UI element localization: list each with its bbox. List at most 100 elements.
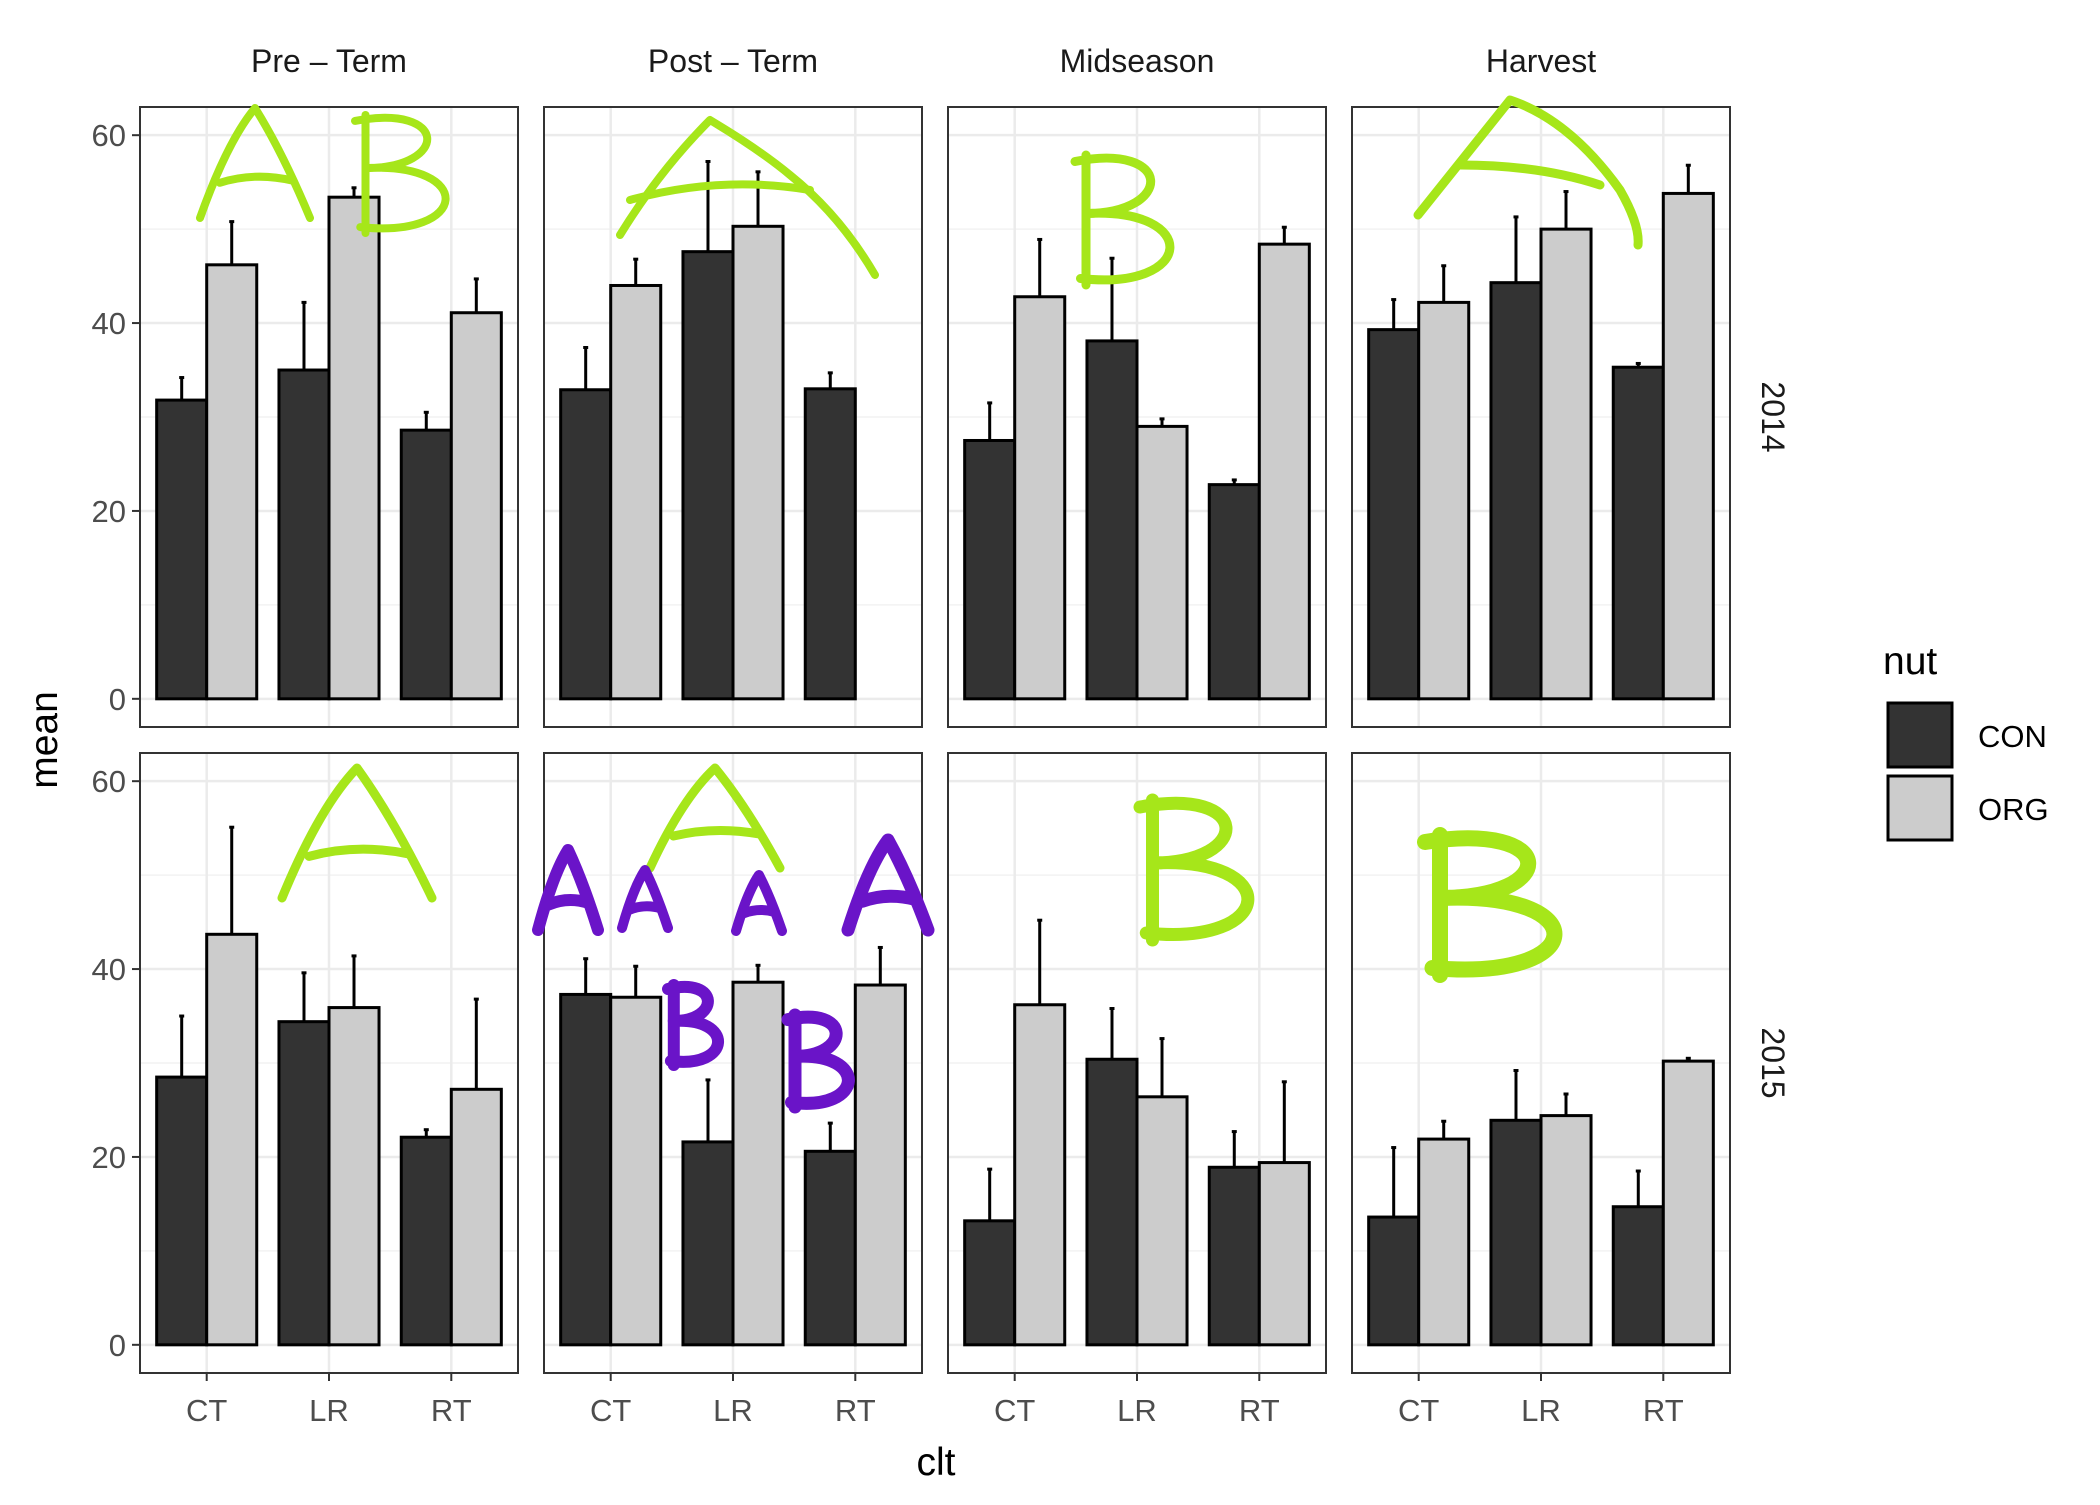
facet-panel: 0 20 40 60 CT LR RT bbox=[92, 752, 519, 1428]
annotation-letter-b bbox=[1417, 830, 1563, 978]
bar-org bbox=[1661, 191, 1715, 701]
legend-label-org: ORG bbox=[1978, 792, 2049, 827]
bar-con bbox=[399, 428, 453, 701]
bar-org bbox=[1417, 300, 1471, 701]
annotation-letter-a bbox=[668, 825, 764, 841]
annotation-letter-a bbox=[739, 905, 780, 919]
bar-con bbox=[155, 1075, 209, 1347]
bar-org bbox=[1257, 1161, 1311, 1347]
bar-con bbox=[681, 250, 735, 701]
bar-org bbox=[449, 1087, 503, 1347]
bar-con bbox=[963, 1219, 1017, 1347]
facet-row-label: 2014 bbox=[1755, 381, 1791, 452]
bar-con bbox=[1489, 281, 1543, 701]
facet-panel: CT LR RT bbox=[1351, 752, 1731, 1428]
panel-border bbox=[947, 106, 1327, 728]
annotation-letter-a bbox=[616, 116, 879, 279]
bar-con bbox=[1489, 1118, 1543, 1347]
annotation-letter-b bbox=[351, 113, 450, 233]
legend-key-con bbox=[1886, 701, 1954, 769]
x-tick-label: LR bbox=[309, 1393, 349, 1428]
annotation-letter-a bbox=[1455, 160, 1605, 190]
x-tick-label: LR bbox=[713, 1393, 753, 1428]
annotation-letter-b bbox=[781, 1010, 855, 1110]
bar-con bbox=[1085, 339, 1139, 701]
bar-org bbox=[1013, 295, 1067, 701]
bar-org bbox=[1135, 1095, 1189, 1347]
bar-org bbox=[731, 980, 785, 1347]
bar-org bbox=[205, 263, 259, 701]
bar-con bbox=[1367, 1215, 1421, 1347]
x-tick-label: CT bbox=[994, 1393, 1035, 1428]
y-tick-label: 40 bbox=[92, 952, 126, 987]
annotation-letter-a bbox=[304, 844, 413, 861]
bar-con bbox=[559, 992, 613, 1347]
facet-column-label: Midseason bbox=[1060, 43, 1215, 79]
x-tick-label: RT bbox=[1643, 1393, 1684, 1428]
bar-org bbox=[1013, 1003, 1067, 1347]
x-axis-title: clt bbox=[917, 1441, 956, 1484]
panel-border bbox=[1351, 106, 1731, 728]
x-tick-label: CT bbox=[590, 1393, 631, 1428]
facet-column-label: Pre – Term bbox=[251, 43, 407, 79]
bar-con bbox=[277, 368, 331, 701]
y-tick-label: 0 bbox=[109, 1328, 126, 1363]
legend-title: nut bbox=[1883, 640, 1937, 683]
annotation-letter-b bbox=[662, 981, 724, 1068]
y-tick-label: 20 bbox=[92, 494, 126, 529]
facet-column-label: Post – Term bbox=[648, 43, 818, 79]
legend-key-org bbox=[1886, 774, 1954, 842]
bar-con bbox=[559, 388, 613, 701]
facet-panel: CT LR RT bbox=[543, 752, 923, 1428]
y-tick-label: 60 bbox=[92, 764, 126, 799]
labels-layer: clt mean Pre – Term Post – Term Midseason H… bbox=[23, 43, 1791, 1484]
facet-row-label: 2015 bbox=[1755, 1027, 1791, 1098]
y-tick-label: 0 bbox=[109, 682, 126, 717]
y-tick-label: 40 bbox=[92, 306, 126, 341]
x-tick-label: LR bbox=[1521, 1393, 1561, 1428]
annotation-letter-a bbox=[626, 180, 814, 204]
annotation-letter-b bbox=[1133, 796, 1255, 941]
y-axis-title: mean bbox=[23, 691, 66, 789]
bar-con bbox=[1085, 1057, 1139, 1347]
handwritten-annotations bbox=[196, 95, 1643, 1114]
facet-panel: CT LR RT bbox=[947, 752, 1327, 1428]
annotation-letter-a bbox=[542, 894, 595, 911]
legend: nut CON ORG bbox=[1883, 640, 2049, 842]
x-tick-label: RT bbox=[835, 1393, 876, 1428]
bar-org bbox=[327, 1006, 381, 1347]
annotation-letter-a bbox=[855, 889, 922, 908]
facet-panel bbox=[543, 106, 923, 728]
x-tick-label: CT bbox=[1398, 1393, 1439, 1428]
bar-con bbox=[1207, 1165, 1261, 1347]
y-tick-label: 20 bbox=[92, 1140, 126, 1175]
bar-con bbox=[1611, 365, 1665, 701]
bar-org bbox=[609, 995, 663, 1347]
bar-org bbox=[205, 932, 259, 1347]
x-tick-label: RT bbox=[431, 1393, 472, 1428]
annotation-letter-a bbox=[625, 901, 666, 915]
panel-border bbox=[139, 106, 519, 728]
bar-con bbox=[963, 438, 1017, 701]
facet-panel bbox=[947, 106, 1327, 728]
panel-border bbox=[543, 106, 923, 728]
bar-org bbox=[1539, 227, 1593, 701]
bar-con bbox=[1207, 483, 1261, 701]
bar-con bbox=[681, 1140, 735, 1347]
bar-con bbox=[277, 1020, 331, 1347]
facet-panel: 0 20 40 60 bbox=[92, 106, 519, 728]
bar-org bbox=[1539, 1114, 1593, 1347]
bar-org bbox=[1417, 1137, 1471, 1347]
x-tick-label: RT bbox=[1239, 1393, 1280, 1428]
bar-con bbox=[803, 387, 857, 701]
bar-org bbox=[1257, 242, 1311, 701]
bar-con bbox=[1611, 1205, 1665, 1347]
panels-layer: 0 20 40 60 0 20 40 60 CT LR RT CT LR RT CT LR RT CT LR RT bbox=[92, 106, 1731, 1428]
bar-org bbox=[1135, 424, 1189, 701]
legend-label-con: CON bbox=[1978, 719, 2047, 754]
facet-column-label: Harvest bbox=[1486, 43, 1596, 79]
bar-org bbox=[449, 311, 503, 701]
facet-panel bbox=[1351, 106, 1731, 728]
